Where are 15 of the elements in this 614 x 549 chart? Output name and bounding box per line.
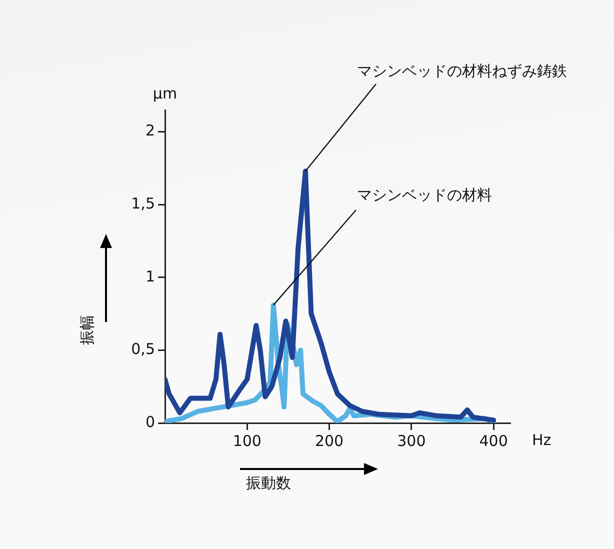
x-tick-label: 100 — [232, 432, 262, 450]
y-axis-title: 振幅 — [78, 315, 96, 345]
y-tick-label: 1 — [145, 267, 155, 286]
x-tick-label: 400 — [479, 432, 508, 450]
x-axis-title: 振動数 — [246, 474, 291, 492]
annotation: マシンベッドの材料 — [357, 186, 492, 204]
y-tick-label: 0,5 — [131, 340, 155, 358]
x-tick-label: 200 — [314, 432, 344, 450]
annotation: マシンベッドの材料ねずみ鋳鉄 — [357, 62, 567, 80]
y-tick-label: 0 — [145, 412, 155, 431]
text: µm — [152, 84, 178, 102]
y-tick-label: 2 — [145, 122, 155, 140]
text: Hz — [532, 430, 552, 449]
y-tick-label: 1,5 — [131, 194, 155, 213]
x-tick-label: 300 — [397, 432, 426, 450]
